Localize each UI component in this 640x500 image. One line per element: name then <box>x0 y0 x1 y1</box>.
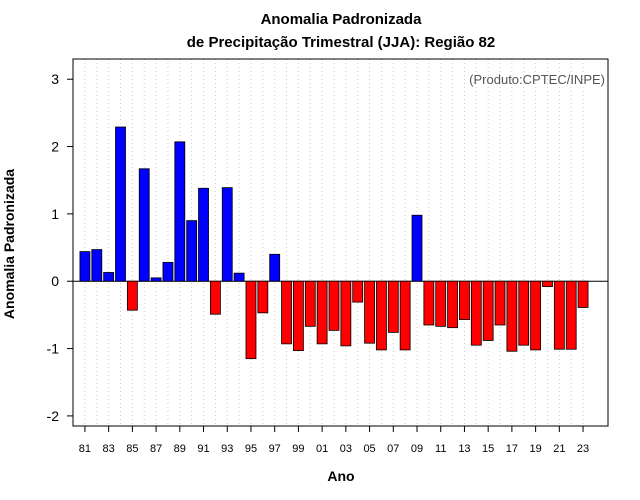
bar-91 <box>198 187 209 282</box>
x-tick-label: 23 <box>577 443 589 455</box>
x-tick-label: 03 <box>340 443 352 455</box>
bar-16 <box>494 280 506 326</box>
bar-83 <box>103 272 115 282</box>
bar-95 <box>245 280 257 360</box>
y-tick-label: 1 <box>51 206 59 222</box>
x-tick-label: 11 <box>435 443 446 455</box>
bar-97 <box>269 253 281 282</box>
bar-03 <box>340 280 352 347</box>
x-tick-label: 09 <box>411 443 423 455</box>
bar-13 <box>459 280 470 321</box>
bar-90 <box>186 220 198 282</box>
bar-19 <box>530 280 542 351</box>
x-tick-label: 17 <box>506 443 518 455</box>
y-axis: -2 -1 0 1 2 3 <box>47 71 73 424</box>
x-tick-label: 07 <box>387 443 399 455</box>
bar-86 <box>138 168 150 282</box>
x-tick-label: 15 <box>482 443 494 455</box>
bar-00 <box>304 280 316 327</box>
bar-09 <box>411 214 423 282</box>
bar-84 <box>115 126 126 282</box>
bar-14 <box>470 280 482 346</box>
bar-93 <box>221 187 233 282</box>
y-tick-label: 2 <box>51 139 59 155</box>
y-tick-label: -1 <box>47 341 60 357</box>
x-tick-label: 19 <box>529 443 541 455</box>
bar-02 <box>328 280 340 331</box>
bar-10 <box>423 280 435 326</box>
x-tick-label: 85 <box>126 443 138 455</box>
bar-89 <box>174 141 186 282</box>
bar-08 <box>399 280 411 351</box>
x-tick-label: 01 <box>316 443 328 455</box>
bar-98 <box>281 280 292 345</box>
bar-82 <box>91 249 103 282</box>
bar-07 <box>387 280 399 333</box>
y-axis-label: Anomalia Padronizada <box>1 169 17 319</box>
bar-87 <box>150 277 162 282</box>
bar-81 <box>79 251 91 282</box>
x-tick-label: 87 <box>150 443 162 455</box>
bar-06 <box>376 280 387 351</box>
bar-92 <box>209 280 221 315</box>
chart-title-line1: Anomalia Padronizada <box>261 11 423 28</box>
chart-title-line2: de Precipitação Trimestral (JJA): Região… <box>187 34 495 51</box>
bar-18 <box>518 280 530 346</box>
bar-22 <box>565 280 577 350</box>
credit-text: (Produto:CPTEC/INPE) <box>469 72 605 87</box>
bar-85 <box>126 280 138 311</box>
grid-lines <box>84 59 584 426</box>
x-axis: 81 83 85 87 89 91 93 95 97 99 01 03 05 07 09 11 13 15 17 19… <box>79 426 589 455</box>
x-tick-label: 05 <box>363 443 375 455</box>
plot-frame <box>72 58 609 427</box>
bar-96 <box>257 280 269 314</box>
bars <box>79 126 589 360</box>
bar-88 <box>162 261 174 282</box>
x-axis-label: Ano <box>327 468 354 484</box>
x-tick-label: 83 <box>103 443 115 455</box>
x-tick-label: 81 <box>79 443 91 455</box>
y-tick-label: 3 <box>51 71 59 87</box>
bar-20 <box>542 280 553 288</box>
bar-23 <box>577 280 589 308</box>
x-tick-label: 99 <box>292 443 304 455</box>
x-tick-label: 93 <box>221 443 233 455</box>
x-tick-label: 95 <box>245 443 257 455</box>
y-tick-label: 0 <box>51 273 59 289</box>
x-tick-label: 89 <box>174 443 186 455</box>
bar-05 <box>364 280 375 344</box>
x-tick-label: 21 <box>553 443 565 455</box>
bar-21 <box>553 280 565 350</box>
x-tick-label: 13 <box>458 443 470 455</box>
bar-04 <box>352 280 364 303</box>
x-tick-label: 91 <box>197 443 209 455</box>
bar-12 <box>447 280 458 329</box>
bar-11 <box>435 280 447 327</box>
bar-15 <box>482 280 494 341</box>
bar-01 <box>316 280 328 345</box>
y-tick-label: -2 <box>47 408 60 424</box>
bar-17 <box>506 280 518 352</box>
bar-94 <box>233 272 245 282</box>
x-tick-label: 97 <box>269 443 281 455</box>
bar-99 <box>293 280 304 351</box>
